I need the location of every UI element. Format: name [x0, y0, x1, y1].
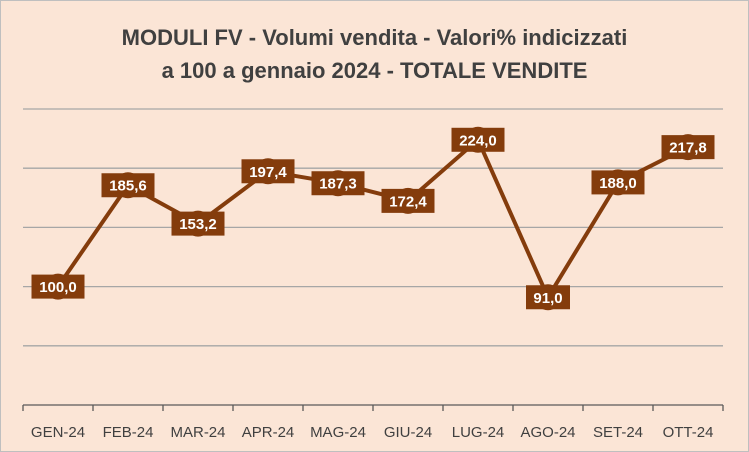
markers-group [45, 126, 701, 311]
data-label: 224,0 [451, 127, 505, 152]
data-label: 100,0 [31, 274, 85, 299]
data-label: 153,2 [171, 211, 225, 236]
x-tick-label: GEN-24 [31, 424, 85, 441]
data-label-text: 188,0 [599, 175, 637, 192]
series-line-group [56, 137, 690, 300]
data-label-text: 185,6 [109, 178, 147, 195]
data-label: 197,4 [241, 159, 295, 184]
x-tick-labels-group: GEN-24 FEB-24 MAR-24 APR-24 MAG-24 GIU-24 LUG-… [31, 424, 714, 441]
data-label-text: 91,0 [533, 290, 562, 307]
data-label-text: 100,0 [39, 279, 77, 296]
data-label-box [101, 173, 155, 198]
x-tick-label: APR-24 [242, 424, 295, 441]
chart-title-line-2: a 100 a gennaio 2024 - TOTALE VENDITE [161, 58, 588, 83]
data-label: 187,3 [311, 171, 365, 196]
data-label-text: 224,0 [459, 132, 497, 149]
x-tick-label: LUG-24 [452, 424, 505, 441]
data-label-box [311, 171, 365, 196]
data-label: 91,0 [526, 285, 570, 310]
x-tick-label: MAG-24 [310, 424, 366, 441]
x-tick-label: GIU-24 [384, 424, 432, 441]
data-label: 172,4 [381, 188, 435, 213]
data-label: 185,6 [101, 173, 155, 198]
data-label-text: 217,8 [669, 140, 707, 157]
data-label-text: 172,4 [389, 193, 427, 210]
series-line [56, 137, 690, 300]
data-label-text: 153,2 [179, 216, 217, 233]
data-labels-group: 100,0 185,6 153,2 197,4 187,3 172,4 224,0 91,0 1… [31, 127, 715, 310]
chart-title: MODULI FV - Volumi vendita - Valori% ind… [1, 21, 748, 87]
data-label-box [526, 285, 570, 310]
data-label-text: 197,4 [249, 164, 287, 181]
x-tick-label: OTT-24 [663, 424, 714, 441]
data-label-box [171, 211, 225, 236]
data-label-box [241, 159, 295, 184]
data-label-box [381, 188, 435, 213]
data-label-box [591, 170, 645, 195]
data-label-text: 187,3 [319, 176, 357, 193]
x-tick-label: AGO-24 [520, 424, 575, 441]
x-axis [22, 404, 724, 411]
x-tick-label: MAR-24 [170, 424, 225, 441]
gridlines [23, 108, 723, 347]
data-label-box [661, 135, 715, 160]
chart-title-line-1: MODULI FV - Volumi vendita - Valori% ind… [121, 25, 628, 50]
data-label-box [31, 274, 85, 299]
data-label: 188,0 [591, 170, 645, 195]
x-tick-label: FEB-24 [103, 424, 154, 441]
x-tick-label: SET-24 [593, 424, 643, 441]
data-label-box [451, 127, 505, 152]
data-label: 217,8 [661, 135, 715, 160]
